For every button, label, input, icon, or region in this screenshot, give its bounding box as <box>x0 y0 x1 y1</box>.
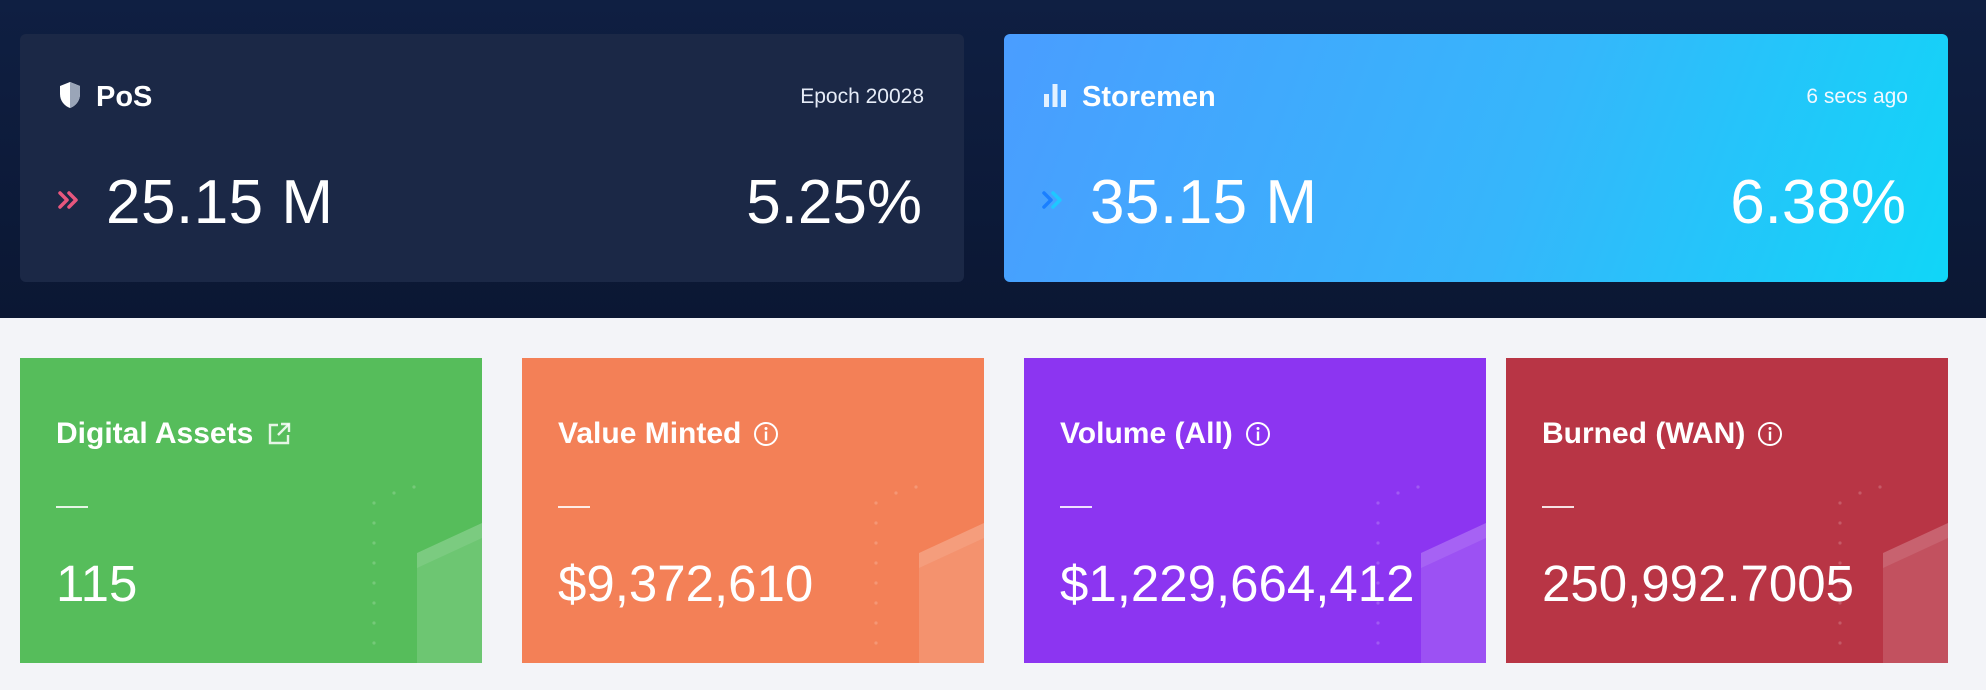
storemen-title-wrap: Storemen <box>1042 81 1216 114</box>
cube-decoration-icon <box>1838 485 1948 663</box>
volume-all-title: Volume (All) <box>1060 417 1233 450</box>
storemen-card: Storemen 6 secs ago 35.15 M 6.38% <box>1004 34 1948 282</box>
storemen-stake-value: 35.15 M <box>1090 167 1318 237</box>
burned-wan-header: Burned (WAN) <box>1542 414 1783 454</box>
pos-stake-value: 25.15 M <box>106 167 334 237</box>
bar-chart-icon <box>1042 82 1068 113</box>
pos-card: PoS Epoch 20028 25.15 M 5.25% <box>20 34 964 282</box>
storemen-title: Storemen <box>1082 80 1216 113</box>
volume-all-value: $1,229,664,412 <box>1060 555 1415 612</box>
divider-dash <box>1060 506 1092 508</box>
info-icon[interactable] <box>753 421 779 447</box>
cube-decoration-icon <box>1376 485 1486 663</box>
external-link-icon[interactable] <box>265 420 293 448</box>
divider-dash <box>1542 506 1574 508</box>
pos-card-body: 25.15 M 5.25% <box>58 152 922 252</box>
double-chevron-right-icon <box>1042 190 1064 215</box>
value-minted-value: $9,372,610 <box>558 555 814 612</box>
info-icon[interactable] <box>1757 421 1783 447</box>
burned-wan-value: 250,992.7005 <box>1542 555 1854 612</box>
digital-assets-title: Digital Assets <box>56 417 254 450</box>
volume-all-card: Volume (All) $1,229,664,412 <box>1024 358 1486 663</box>
pos-title-wrap: PoS <box>58 81 152 114</box>
volume-all-header: Volume (All) <box>1060 414 1271 454</box>
value-minted-card: Value Minted $9,372,610 <box>522 358 984 663</box>
pos-value-wrap: 25.15 M <box>58 167 334 238</box>
value-minted-header: Value Minted <box>558 414 779 454</box>
burned-wan-card: Burned (WAN) 250,992.7005 <box>1506 358 1948 663</box>
last-updated-label: 6 secs ago <box>1806 85 1908 108</box>
pos-title: PoS <box>96 80 153 113</box>
double-chevron-right-icon <box>58 190 80 215</box>
cube-decoration-icon <box>372 485 482 663</box>
pos-apr-value: 5.25% <box>746 167 922 237</box>
digital-assets-card: Digital Assets 115 <box>20 358 482 663</box>
storemen-card-header: Storemen 6 secs ago <box>1042 72 1908 122</box>
pos-card-header: PoS Epoch 20028 <box>58 72 924 122</box>
storemen-apr-value: 6.38% <box>1730 167 1906 237</box>
value-minted-title: Value Minted <box>558 417 742 450</box>
digital-assets-value: 115 <box>56 555 138 612</box>
epoch-label: Epoch 20028 <box>800 85 924 108</box>
info-icon[interactable] <box>1245 421 1271 447</box>
storemen-value-wrap: 35.15 M <box>1042 167 1318 238</box>
burned-wan-title: Burned (WAN) <box>1542 417 1746 450</box>
storemen-card-body: 35.15 M 6.38% <box>1042 152 1906 252</box>
top-stats-band: PoS Epoch 20028 25.15 M 5.25% <box>0 0 1986 318</box>
digital-assets-header: Digital Assets <box>56 414 293 454</box>
cube-decoration-icon <box>874 485 984 663</box>
shield-icon <box>58 81 82 114</box>
divider-dash <box>56 506 88 508</box>
divider-dash <box>558 506 590 508</box>
